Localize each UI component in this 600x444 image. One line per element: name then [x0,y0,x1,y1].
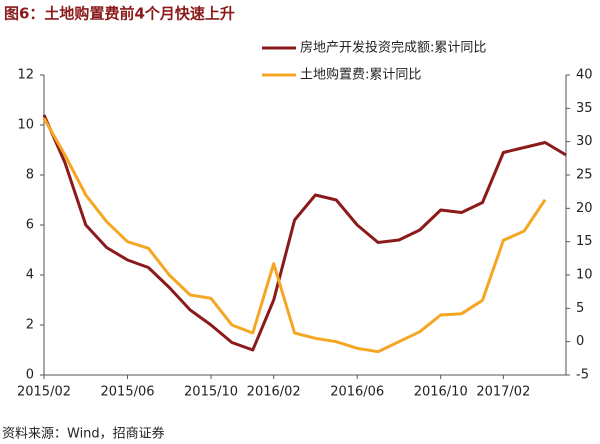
y-tick-label: 0 [26,368,34,383]
y2-tick-label: 40 [576,68,593,83]
y-tick-label: 4 [26,268,34,283]
y-tick-label: 12 [17,68,34,83]
x-tick-label: 2017/02 [476,385,530,400]
y-tick-label: 2 [26,318,34,333]
y2-tick-label: -5 [576,368,589,383]
y-tick-label: 6 [26,218,34,233]
y-tick-label: 8 [26,168,34,183]
x-tick-label: 2015/02 [17,385,71,400]
y-tick-label: 10 [17,118,34,133]
y2-tick-label: 0 [576,334,584,349]
legend-label: 房地产开发投资完成额:累计同比 [300,40,486,56]
series-line [42,114,567,352]
y2-tick-label: 5 [576,301,584,316]
y2-tick-label: 20 [576,201,593,216]
source-note: 资料来源：Wind，招商证券 [2,426,165,442]
chart-title: 图6：土地购置费前4个月快速上升 [4,5,235,23]
x-tick-label: 2016/02 [247,385,301,400]
y2-tick-label: 25 [576,168,593,183]
x-tick-label: 2016/10 [414,385,468,400]
x-tick-label: 2015/10 [184,385,238,400]
y2-tick-label: 15 [576,234,593,249]
series-line [42,117,547,354]
x-tick-label: 2016/06 [330,385,384,400]
y2-tick-label: 30 [576,134,593,149]
legend-label: 土地购置费:累计同比 [300,67,421,83]
x-tick-label: 2015/06 [101,385,155,400]
y2-tick-label: 35 [576,101,593,116]
y2-tick-label: 10 [576,268,593,283]
